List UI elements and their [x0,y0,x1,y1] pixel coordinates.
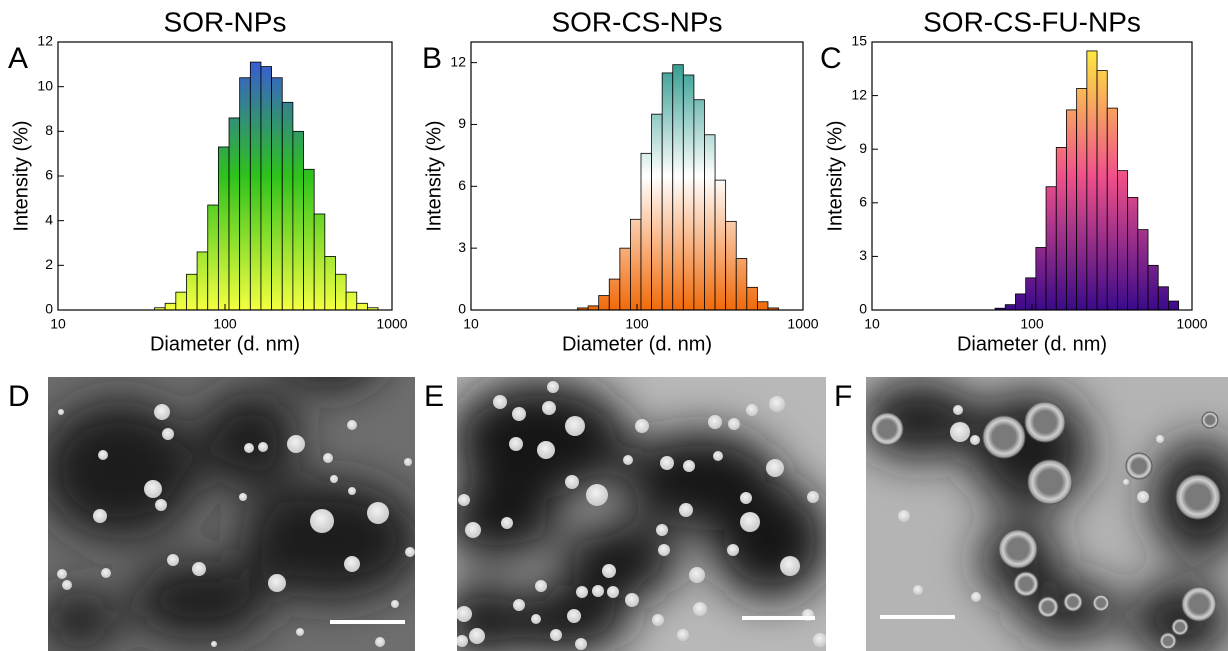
panel-label: F [834,380,852,413]
histogram-bar [746,286,758,311]
x-tick-label: 1000 [787,316,818,332]
histogram-bar [196,251,209,311]
x-tick-label: 1000 [376,316,407,332]
histogram-bar [598,295,610,311]
histogram-bar [356,302,368,311]
histogram-bar [271,77,283,311]
y-tick-label: 6 [45,167,53,183]
histogram-bar [682,74,695,311]
chart-title: SOR-NPs [164,6,287,37]
x-tick-label: 100 [625,316,649,332]
histogram-bar [292,130,304,311]
histogram-bar [587,305,600,311]
histogram-bar [1066,109,1078,311]
histogram-bar [651,113,663,311]
y-tick-label: 6 [859,194,867,210]
y-axis-label: Intensity (%) [423,120,445,231]
y-tick-label: 0 [859,301,867,317]
micrograph [48,377,415,651]
histogram-bar [217,146,230,311]
histogram-bar [1015,293,1027,311]
panel-label: D [8,380,30,413]
histogram-bar [1168,300,1180,311]
histogram-bar [1106,107,1118,311]
x-tick-label: 1000 [1176,316,1207,332]
histogram-bar [239,77,251,311]
histogram-bar [630,218,642,311]
histogram-bar [1035,247,1047,311]
histogram-bar [704,134,716,311]
histogram-bar [1086,50,1098,311]
y-tick-label: 15 [851,33,867,49]
micrograph [457,377,826,651]
y-tick-label: 8 [45,122,53,138]
histogram-bar [725,220,737,311]
y-tick-label: 3 [458,239,466,255]
histogram-bar [1147,264,1159,311]
y-tick-label: 9 [859,140,867,156]
histogram-bar [1045,186,1057,311]
histogram-bar [1076,88,1088,311]
histogram-bar [186,273,198,311]
histogram-bar [1025,277,1037,311]
micrograph [866,377,1228,651]
y-axis-label: Intensity (%) [10,120,32,231]
histogram-bar [175,291,187,311]
histogram-bar [1127,197,1139,311]
histogram-bar [324,255,336,311]
x-tick-label: 100 [213,316,237,332]
histogram-bar [1096,70,1108,311]
y-tick-label: 2 [45,256,53,272]
histogram-bar [303,168,315,311]
histogram-bar [619,247,631,311]
y-tick-label: 0 [458,301,466,317]
y-tick-label: 6 [458,177,466,193]
histogram-bar [313,213,326,311]
histogram-bar [1004,304,1016,311]
histogram-bar [672,64,684,311]
chart-title: SOR-CS-FU-NPs [923,6,1141,37]
y-tick-label: 12 [851,86,867,102]
histogram-bar [207,204,219,311]
histogram-bar [1157,286,1169,311]
y-tick-label: 0 [45,301,53,317]
panel-label: C [820,42,842,75]
histogram-bar [335,273,347,311]
panel-label: A [8,42,28,75]
histogram-bar [260,66,272,311]
y-tick-label: 12 [450,53,466,69]
x-tick-label: 10 [50,316,66,332]
y-tick-label: 9 [458,115,466,131]
histogram-bar [608,278,621,311]
histogram-bar [1137,229,1149,311]
histogram-bar [164,302,177,311]
histogram-bar [735,258,748,311]
x-tick-label: 10 [463,316,479,332]
histogram-bar [281,101,294,311]
histogram-bar [1055,147,1067,311]
histogram-bar [249,61,262,311]
x-axis-label: Diameter (d. nm) [957,333,1107,355]
panel-label: B [422,42,442,75]
histogram-bar [661,72,674,311]
histogram-bar [693,99,705,311]
y-tick-label: 12 [37,33,53,49]
x-axis-label: Diameter (d. nm) [562,333,712,355]
histogram-bar [756,301,769,311]
panel-label: E [424,380,444,413]
y-tick-label: 3 [859,247,867,263]
y-axis-label: Intensity (%) [824,120,846,231]
histogram-bar [640,152,652,311]
x-tick-label: 10 [864,316,880,332]
y-tick-label: 4 [45,211,53,227]
histogram-bar [714,179,727,311]
y-tick-label: 10 [37,77,53,93]
chart-title: SOR-CS-NPs [551,6,722,37]
histogram-bar [228,117,241,311]
histogram-bar [1117,170,1129,311]
x-axis-label: Diameter (d. nm) [150,333,300,355]
x-tick-label: 100 [1020,316,1044,332]
histogram-bar [345,291,358,311]
